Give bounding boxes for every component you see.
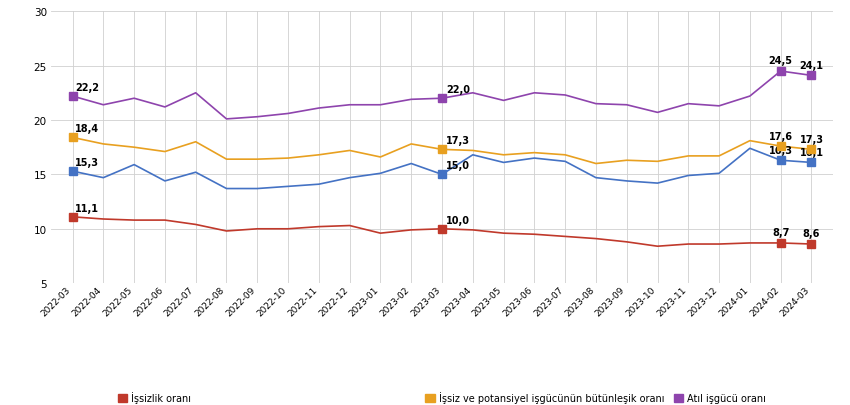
Text: 22,0: 22,0 [446,85,470,95]
Text: 15,3: 15,3 [76,158,99,168]
Text: 10,0: 10,0 [446,215,470,225]
Text: 11,1: 11,1 [76,203,99,213]
Text: 17,3: 17,3 [446,136,470,146]
Text: 18,4: 18,4 [76,124,99,134]
Text: 17,3: 17,3 [800,134,824,145]
Text: 17,6: 17,6 [768,131,793,141]
Legend: İşsizlik oranı, Zamana bağlı eksik istihdam ve işsizlerin bütünleşik oranı, İşsi: İşsizlik oranı, Zamana bağlı eksik istih… [118,392,766,405]
Text: 24,1: 24,1 [800,61,824,70]
Text: 22,2: 22,2 [76,83,99,93]
Text: 8,6: 8,6 [802,229,820,239]
Text: 16,3: 16,3 [768,145,793,155]
Text: 15,0: 15,0 [446,161,470,171]
Text: 16,1: 16,1 [800,147,824,158]
Text: 8,7: 8,7 [772,228,790,238]
Text: 24,5: 24,5 [768,56,793,66]
